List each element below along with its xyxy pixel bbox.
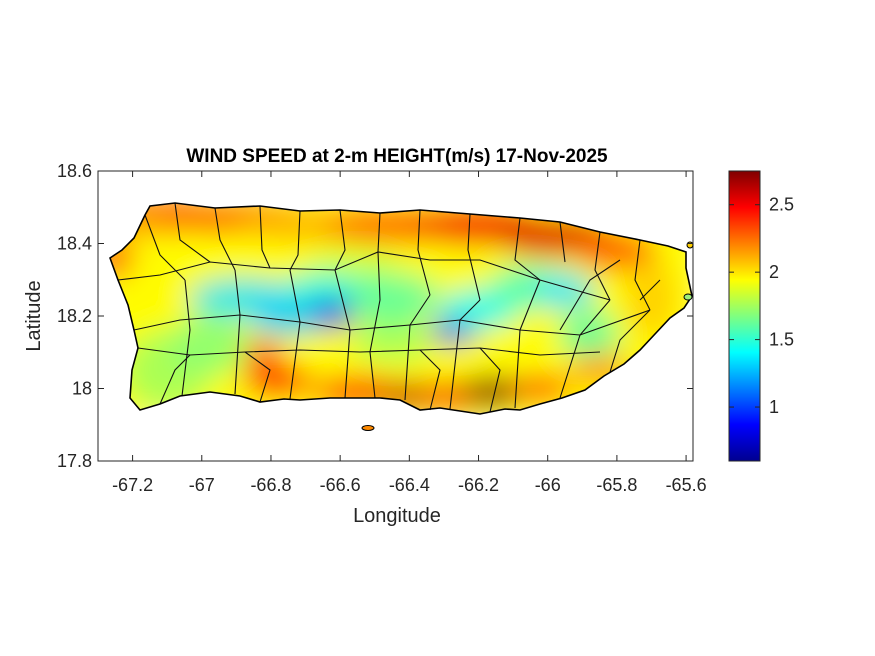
municipality-boundary [559, 221, 566, 263]
municipality-boundary [159, 354, 191, 405]
municipality-boundary [514, 217, 541, 281]
municipality-boundary [289, 269, 301, 400]
y-tick-label: 17.8 [57, 451, 92, 471]
x-tick-label: -65.6 [666, 475, 707, 495]
municipality-boundary [369, 251, 381, 399]
municipality-boundary [479, 347, 501, 413]
municipality-boundary [117, 251, 611, 301]
municipality-boundary [234, 269, 241, 395]
colorbar-tick-label: 2.5 [769, 195, 794, 215]
y-tick-label: 18.6 [57, 161, 92, 181]
x-tick-label: -67 [189, 475, 215, 495]
island-outline [109, 202, 693, 415]
colorbar-tick-label: 1 [769, 397, 779, 417]
east-cay [683, 293, 693, 301]
field-blob [510, 374, 571, 403]
y-tick-label: 18.2 [57, 306, 92, 326]
field-blob [168, 315, 249, 375]
municipality-boundary [514, 279, 541, 409]
field-blob [462, 376, 523, 409]
municipality-boundary [449, 299, 481, 410]
colorbar-tick-label: 2 [769, 262, 779, 282]
field-blob [626, 257, 677, 338]
y-tick-label: 18.4 [57, 234, 92, 254]
x-tick-label: -66.8 [250, 475, 291, 495]
x-axis-label: Longitude [353, 505, 441, 527]
municipality-boundary [594, 231, 611, 301]
field-blob [127, 249, 208, 310]
municipality-boundary [377, 212, 381, 253]
wind-speed-field [110, 203, 692, 414]
x-tick-label: -66.6 [320, 475, 361, 495]
x-tick-label: -66 [535, 475, 561, 495]
municipality-boundary [137, 347, 601, 356]
municipality-boundary [181, 279, 191, 397]
municipality-boundary [634, 239, 651, 311]
field-blob [347, 267, 437, 328]
field-blob [386, 253, 467, 278]
municipality-boundary [144, 214, 186, 281]
y-axis: 18.6 18.4 18.2 18 17.8 [57, 161, 693, 471]
municipality-boundaries [117, 202, 661, 413]
field-blob [242, 365, 313, 398]
x-tick-label: -65.8 [596, 475, 637, 495]
municipality-boundary [334, 269, 351, 399]
municipality-boundary [289, 210, 301, 271]
field-blob [307, 247, 408, 276]
x-tick-label: -66.4 [389, 475, 430, 495]
municipality-boundary [214, 207, 236, 271]
x-axis: -67.2 -67 -66.8 -66.6 -66.4 -66.2 -66 -65.8 -65.… [112, 171, 707, 495]
municipality-boundary [609, 309, 651, 373]
colorbar [728, 170, 761, 462]
municipality-boundary [174, 202, 211, 263]
municipality-boundary [639, 279, 661, 301]
x-tick-label: -67.2 [112, 475, 153, 495]
municipality-boundary [259, 205, 271, 269]
field-blob [246, 339, 282, 372]
chart-title: WIND SPEED at 2-m HEIGHT(m/s) 17-Nov-202… [186, 146, 608, 167]
colorbar-ticks: 2.5 2 1.5 1 [729, 195, 794, 417]
field-blob [248, 296, 329, 336]
municipality-boundary [467, 213, 481, 301]
y-axis-label: Latitude [23, 280, 45, 351]
caja-de-muertos-island [361, 425, 375, 431]
municipality-boundary [417, 209, 431, 296]
y-tick-label: 18 [72, 379, 92, 399]
municipality-boundary [334, 209, 346, 271]
field-blob [559, 309, 620, 360]
municipality-boundary [419, 349, 441, 411]
field-blob [352, 321, 432, 362]
municipality-boundary [133, 309, 651, 336]
municipality-boundary [559, 259, 621, 331]
colorbar-tick-label: 1.5 [769, 330, 794, 350]
x-tick-label: -66.2 [458, 475, 499, 495]
municipality-boundary [559, 299, 611, 399]
municipality-boundary [244, 351, 271, 403]
northeast-cay [686, 241, 694, 249]
field-blob [535, 272, 595, 309]
municipality-boundary [404, 294, 431, 401]
